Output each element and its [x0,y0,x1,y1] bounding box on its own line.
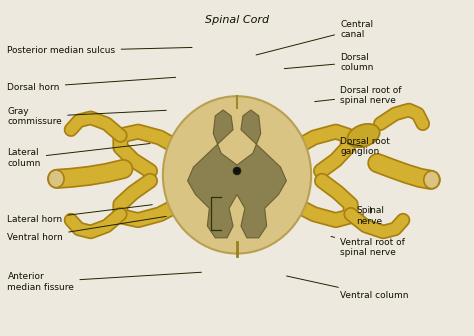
Text: Ventral column: Ventral column [287,276,409,300]
Ellipse shape [347,124,380,147]
Text: Spinal Cord: Spinal Cord [205,14,269,25]
Text: Dorsal root
ganglion: Dorsal root ganglion [340,137,390,156]
Text: Lateral
column: Lateral column [8,143,150,168]
Text: Spinal
nerve: Spinal nerve [356,206,384,225]
Text: Lateral horn: Lateral horn [8,205,152,224]
Text: Ventral root of
spinal nerve: Ventral root of spinal nerve [331,237,405,257]
Text: Posterior median sulcus: Posterior median sulcus [8,46,192,55]
Circle shape [233,167,241,175]
Ellipse shape [424,171,439,188]
Text: Gray
commissure: Gray commissure [8,107,166,126]
Text: Dorsal root of
spinal nerve: Dorsal root of spinal nerve [315,86,401,105]
Text: Central
canal: Central canal [256,19,373,55]
Text: Dorsal
column: Dorsal column [284,52,374,72]
Text: Ventral horn: Ventral horn [8,216,166,242]
Text: Dorsal horn: Dorsal horn [8,77,176,91]
Ellipse shape [163,96,311,254]
Ellipse shape [48,170,64,188]
Text: Anterior
median fissure: Anterior median fissure [8,272,201,292]
Polygon shape [188,110,286,238]
